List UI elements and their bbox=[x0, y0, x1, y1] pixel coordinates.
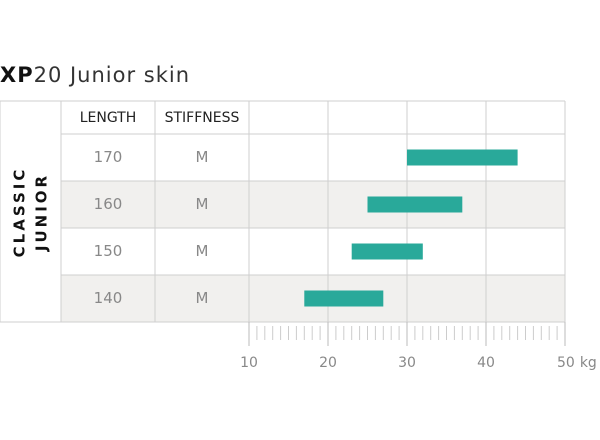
length-label: 170 bbox=[94, 148, 123, 166]
stiffness-label: M bbox=[196, 289, 209, 307]
title-text: 20 Junior skin bbox=[34, 63, 190, 87]
stiffness-label: M bbox=[196, 195, 209, 213]
x-tick-label: 20 bbox=[319, 355, 337, 371]
column-header: STIFFNESS bbox=[165, 110, 240, 126]
title-bold: XP bbox=[0, 63, 34, 87]
x-tick-label: 50 kg bbox=[557, 355, 597, 371]
range-bar bbox=[367, 196, 463, 213]
group-label: CLASSIC bbox=[11, 167, 29, 258]
x-tick-label: 30 bbox=[398, 355, 416, 371]
x-tick-label: 40 bbox=[477, 355, 495, 371]
x-unit: kg bbox=[580, 355, 597, 371]
length-label: 150 bbox=[94, 242, 123, 260]
stiffness-label: M bbox=[196, 242, 209, 260]
range-bar bbox=[351, 243, 423, 260]
group-label: JUNIOR bbox=[33, 173, 51, 252]
row-shade bbox=[61, 181, 565, 228]
x-tick-label: 10 bbox=[240, 355, 258, 371]
stiffness-label: M bbox=[196, 148, 209, 166]
range-bar bbox=[304, 290, 384, 307]
length-label: 160 bbox=[94, 195, 123, 213]
chart-title: XP20 Junior skin bbox=[0, 63, 190, 87]
column-header: LENGTH bbox=[80, 110, 137, 126]
range-bar bbox=[407, 149, 518, 166]
length-label: 140 bbox=[94, 289, 123, 307]
